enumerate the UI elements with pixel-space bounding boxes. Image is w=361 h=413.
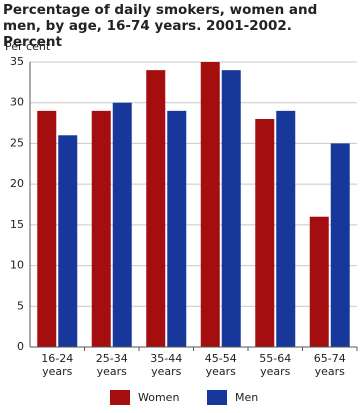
bar bbox=[200, 62, 220, 347]
y-axis-label: Per cent bbox=[5, 40, 51, 53]
x-tick-label: 16-24 years bbox=[41, 352, 73, 378]
y-tick-label: 0 bbox=[17, 340, 24, 353]
bar bbox=[146, 70, 166, 348]
y-tick-label: 15 bbox=[10, 218, 24, 231]
y-tick-label: 25 bbox=[10, 136, 24, 149]
y-tick-label: 10 bbox=[10, 259, 24, 272]
bar bbox=[276, 110, 296, 347]
bar bbox=[255, 119, 275, 347]
x-tick-label: 25-34 years bbox=[96, 352, 128, 378]
x-tick-label: 45-54 years bbox=[205, 352, 237, 378]
bar bbox=[221, 70, 241, 348]
x-tick-label: 55-64 years bbox=[259, 352, 291, 378]
bar bbox=[167, 110, 187, 347]
bar bbox=[330, 143, 350, 347]
y-tick-label: 35 bbox=[10, 55, 24, 68]
y-tick-label: 30 bbox=[10, 96, 24, 109]
bar bbox=[309, 216, 329, 347]
legend-label: Men bbox=[235, 391, 258, 404]
legend-swatch bbox=[110, 390, 130, 405]
bar bbox=[91, 110, 111, 347]
x-tick-label: 35-44 years bbox=[150, 352, 182, 378]
legend-swatch bbox=[207, 390, 227, 405]
bar bbox=[58, 135, 78, 347]
bar bbox=[112, 102, 132, 347]
chart-title: Percentage of daily smokers, women and m… bbox=[3, 2, 318, 50]
y-tick-label: 5 bbox=[17, 299, 24, 312]
bar bbox=[37, 110, 57, 347]
x-tick-label: 65-74 years bbox=[314, 352, 346, 378]
legend-label: Women bbox=[138, 391, 179, 404]
y-tick-label: 20 bbox=[10, 177, 24, 190]
